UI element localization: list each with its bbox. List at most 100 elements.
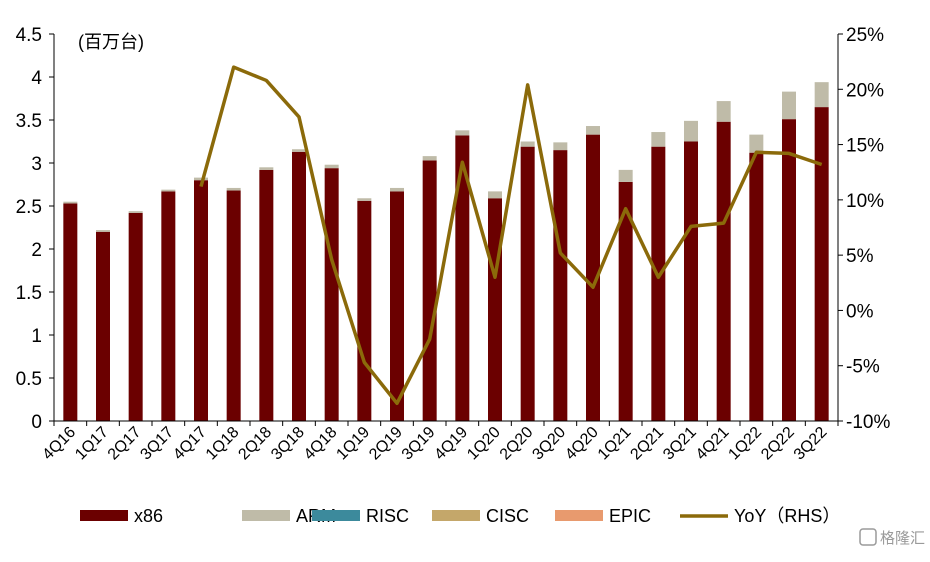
- bar-x86-3q20: [553, 150, 567, 421]
- left-axis: 00.511.522.533.544.5: [16, 25, 54, 433]
- x-tick-label: 1Q19: [333, 424, 373, 464]
- bar-arm-4q17: [194, 178, 208, 181]
- bar-arm-4q21: [717, 101, 731, 122]
- left-tick-label: 0: [31, 412, 42, 433]
- bar-x86-2q17: [129, 213, 143, 421]
- bar-x86-1q19: [357, 201, 371, 421]
- x-tick-label: 3Q20: [529, 424, 569, 464]
- legend: x86ARMRISCCISCEPICYoY（RHS）: [80, 506, 840, 526]
- x-tick-label: 3Q19: [399, 424, 439, 464]
- bar-arm-4q19: [455, 130, 469, 135]
- bar-arm-4q18: [325, 165, 339, 168]
- legend-label: CISC: [486, 506, 529, 526]
- x-tick-label: 4Q16: [39, 424, 79, 464]
- x-tick-label: 3Q17: [137, 424, 177, 464]
- right-tick-label: 10%: [846, 191, 884, 212]
- right-tick-label: 0%: [846, 301, 874, 322]
- bar-x86-3q21: [684, 142, 698, 422]
- bar-arm-1q20: [488, 191, 502, 198]
- bar-x86-4q21: [717, 122, 731, 421]
- left-tick-label: 2.5: [16, 197, 42, 218]
- unit-label: (百万台): [78, 32, 144, 52]
- bar-x86-4q18: [325, 168, 339, 421]
- bar-arm-3q19: [423, 156, 437, 160]
- x-tick-label: 4Q20: [562, 424, 602, 464]
- legend-label: x86: [134, 506, 163, 526]
- x-tick-label: 2Q17: [105, 424, 145, 464]
- x-tick-label: 4Q19: [431, 424, 471, 464]
- x-tick-label: 4Q21: [693, 424, 733, 464]
- left-tick-label: 4.5: [16, 25, 42, 46]
- bar-arm-1q22: [749, 135, 763, 153]
- bar-x86-1q17: [96, 232, 110, 421]
- legend-label: EPIC: [609, 506, 651, 526]
- x-tick-label: 1Q17: [72, 424, 112, 464]
- legend-swatch-x86: [80, 510, 128, 521]
- bar-arm-1q17: [96, 230, 110, 232]
- watermark: 格隆汇: [860, 529, 925, 547]
- bar-arm-3q20: [553, 142, 567, 150]
- left-tick-label: 2: [31, 240, 42, 261]
- right-axis: -10%-5%0%5%10%15%20%25%: [838, 25, 890, 433]
- bar-x86-3q22: [815, 107, 829, 421]
- bar-arm-4q16: [63, 202, 77, 204]
- bar-x86-2q20: [521, 147, 535, 421]
- left-tick-label: 3: [31, 154, 42, 175]
- left-tick-label: 0.5: [16, 369, 42, 390]
- right-tick-label: 20%: [846, 80, 884, 101]
- left-tick-label: 4: [31, 68, 42, 89]
- bar-arm-3q18: [292, 149, 306, 152]
- x-tick-label: 2Q19: [366, 424, 406, 464]
- x-tick-label: 4Q18: [301, 424, 341, 464]
- bar-arm-2q20: [521, 142, 535, 147]
- bar-arm-1q19: [357, 198, 371, 201]
- x-tick-label: 2Q20: [497, 424, 537, 464]
- x-tick-label: 1Q21: [595, 424, 635, 464]
- x-tick-label: 4Q17: [170, 424, 210, 464]
- right-tick-label: 15%: [846, 136, 884, 157]
- x-tick-label: 3Q18: [268, 424, 308, 464]
- bar-arm-2q22: [782, 92, 796, 120]
- legend-label: YoY（RHS）: [734, 506, 840, 526]
- bar-arm-2q18: [259, 167, 273, 170]
- right-tick-label: 25%: [846, 25, 884, 46]
- legend-label: RISC: [366, 506, 409, 526]
- bar-x86-2q21: [651, 147, 665, 421]
- legend-swatch-arm: [242, 510, 290, 521]
- legend-swatch-epic: [555, 510, 603, 521]
- left-tick-label: 1.5: [16, 283, 42, 304]
- x-tick-label: 1Q20: [464, 424, 504, 464]
- bar-x86-1q20: [488, 198, 502, 421]
- legend-swatch-cisc: [432, 510, 480, 521]
- bar-x86-2q22: [782, 119, 796, 421]
- bar-x86-1q18: [227, 191, 241, 421]
- bar-x86-2q19: [390, 191, 404, 421]
- bar-arm-2q19: [390, 188, 404, 191]
- bar-arm-3q22: [815, 82, 829, 107]
- x-tick-label: 1Q18: [203, 424, 243, 464]
- bar-x86-3q19: [423, 160, 437, 421]
- bar-x86-1q22: [749, 153, 763, 421]
- x-axis: 4Q161Q172Q173Q174Q171Q182Q183Q184Q181Q19…: [39, 421, 838, 464]
- bar-x86-4q16: [63, 203, 77, 421]
- bar-x86-4q17: [194, 180, 208, 421]
- x-tick-label: 1Q22: [725, 424, 765, 464]
- bar-x86-3q18: [292, 152, 306, 421]
- right-tick-label: -10%: [846, 412, 890, 433]
- x-tick-label: 2Q22: [758, 424, 798, 464]
- legend-swatch-risc: [312, 510, 360, 521]
- x-tick-label: 3Q21: [660, 424, 700, 464]
- watermark-logo-icon: [860, 529, 876, 545]
- x-tick-label: 2Q18: [235, 424, 275, 464]
- bar-arm-3q17: [161, 190, 175, 192]
- bar-arm-2q21: [651, 132, 665, 147]
- bar-x86-3q17: [161, 191, 175, 421]
- x-tick-label: 2Q21: [627, 424, 667, 464]
- bar-arm-4q20: [586, 126, 600, 135]
- bar-x86-2q18: [259, 170, 273, 421]
- bar-arm-1q21: [619, 170, 633, 182]
- bar-arm-3q21: [684, 121, 698, 142]
- x-tick-label: 3Q22: [791, 424, 831, 464]
